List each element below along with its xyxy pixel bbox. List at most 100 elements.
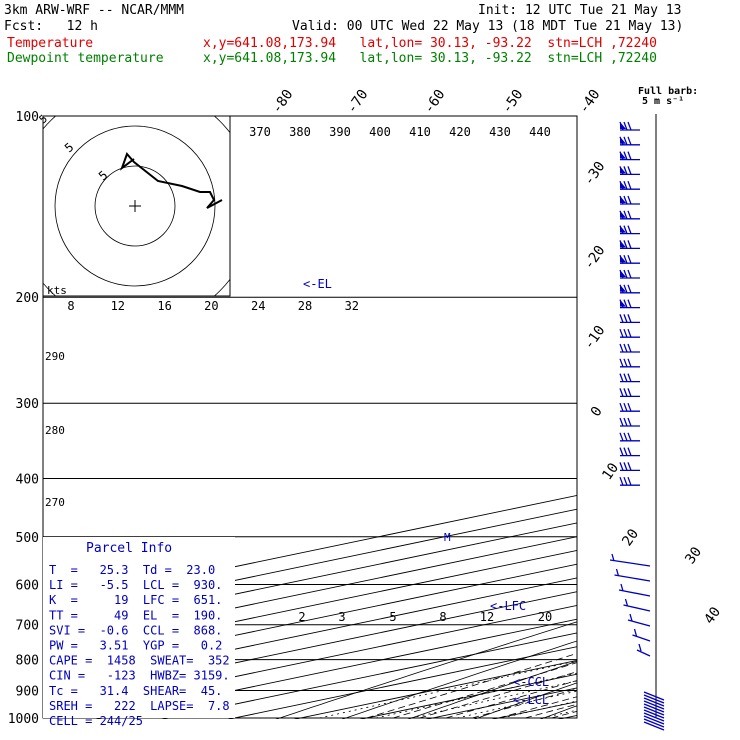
- barb-flag: [623, 373, 628, 382]
- moist-adiabat: [366, 652, 577, 719]
- wind-barb: [619, 151, 640, 161]
- barb-flag: [627, 328, 632, 338]
- wind-barb: [643, 697, 665, 707]
- isotherm: [557, 714, 577, 719]
- barb-flag: [627, 210, 632, 220]
- barb-flag: [623, 314, 628, 323]
- barb-flag: [638, 643, 642, 652]
- temperature-tick-label: 40: [701, 604, 724, 627]
- wind-barb: [619, 254, 640, 264]
- wind-barb: [643, 703, 665, 713]
- barb-flag: [627, 284, 632, 294]
- theta-label: 400: [369, 125, 391, 139]
- barb-flag: [623, 121, 628, 131]
- wind-barb: [619, 195, 640, 205]
- barb-flag: [624, 598, 629, 607]
- forecast-hour: Fcst: 12 h: [4, 19, 98, 34]
- temperature-tick-label: -20: [581, 243, 609, 273]
- isotherm: [635, 103, 740, 731]
- temperature-tick-label: 20: [619, 526, 642, 549]
- barb-flag: [627, 195, 632, 205]
- parcel-info-row: CELL = 244/25: [49, 714, 143, 728]
- wind-barb: [623, 598, 651, 612]
- mixing-ratio-label: 5: [389, 610, 396, 624]
- barb-key-title: Full barb:: [638, 86, 698, 97]
- barb-flag: [627, 358, 632, 368]
- mixing-ratio-line: [596, 584, 740, 718]
- barb-flag: [627, 225, 632, 234]
- wind-barb: [619, 462, 640, 472]
- wind-barb: [619, 225, 640, 235]
- dry-adiabat: [576, 116, 740, 731]
- theta-label: 370: [249, 125, 271, 139]
- wind-barb: [614, 568, 651, 582]
- barb-flag: [627, 388, 632, 397]
- wind-barb: [643, 712, 665, 722]
- parcel-info-row: CAPE = 1458 SWEAT= 352: [49, 654, 230, 668]
- parcel-info-row: SVI = -0.6 CCL = 868.: [49, 623, 222, 637]
- wind-barb: [619, 447, 640, 457]
- parcel-info-row: PW = 3.51 YGP = 0.2: [49, 639, 222, 653]
- theta-label: 380: [289, 125, 311, 139]
- dry-adiabat: [539, 705, 577, 719]
- wind-barb: [619, 180, 640, 190]
- barb-key-units: 5 m s⁻¹: [642, 96, 684, 107]
- dewpoint-legend: Dewpoint temperature: [7, 51, 164, 66]
- barb-flag: [619, 462, 624, 471]
- parcel-info-row: LI = -5.5 LCL = 930.: [49, 578, 222, 592]
- mixing-ratio-line: [375, 672, 577, 719]
- barb-shaft: [623, 604, 651, 612]
- wind-barb: [619, 417, 640, 427]
- temperature-tick-label: -80: [269, 87, 297, 117]
- pressure-tick-label: 200: [16, 291, 39, 306]
- barb-flag: [619, 136, 624, 146]
- temperature-tick-label: 0: [588, 404, 606, 420]
- barb-flag: [619, 121, 624, 131]
- isotherm: [227, 646, 577, 719]
- model-title: 3km ARW-WRF -- NCAR/MMM: [4, 3, 185, 18]
- parcel-info-title: Parcel Info: [86, 541, 172, 556]
- mixing-ratio-label: 8: [439, 610, 446, 624]
- pressure-tick-label: 800: [16, 654, 39, 669]
- moist-adiabat: [657, 297, 740, 718]
- barb-flag: [619, 269, 624, 279]
- wind-barb: [619, 432, 640, 442]
- wind-barb: [632, 628, 651, 642]
- wind-barb: [643, 706, 665, 716]
- parcel-info-row: SREH = 222 LAPSE= 7.8: [49, 699, 230, 713]
- barb-flag: [623, 166, 628, 175]
- wind-barb: [619, 210, 640, 220]
- temperature-tick-label: 10: [599, 460, 622, 483]
- temperature-tick-label: -70: [344, 87, 372, 117]
- valid-time: Valid: 00 UTC Wed 22 May 13 (18 MDT Tue …: [292, 19, 684, 34]
- hodograph-speed-label: 8: [67, 299, 74, 313]
- wind-barb: [636, 643, 651, 657]
- freezing-level-marker: M: [444, 531, 451, 544]
- barb-flag: [619, 402, 624, 412]
- pressure-tick-label: 1000: [8, 712, 39, 727]
- barb-flag: [619, 151, 624, 160]
- barb-flag: [623, 269, 628, 279]
- isotherm: [43, 604, 577, 718]
- dry-adiabat: [643, 116, 740, 731]
- barb-flag: [619, 240, 624, 249]
- barb-flag: [619, 328, 624, 338]
- wind-barb: [643, 694, 665, 704]
- wind-barb: [619, 402, 640, 412]
- wind-barb: [619, 299, 640, 309]
- moist-adiabat: [472, 688, 577, 719]
- moist-adiabat: [445, 680, 577, 719]
- wind-barb: [609, 553, 651, 567]
- barb-flag: [627, 432, 632, 442]
- barb-flag: [623, 136, 628, 146]
- barb-flag: [619, 284, 624, 294]
- el-marker: <-EL: [303, 277, 332, 291]
- parcel-info-row: K = 19 LFC = 651.: [49, 593, 222, 607]
- moist-adiabat: [392, 662, 577, 719]
- barb-flag: [629, 613, 633, 622]
- barb-flag: [623, 195, 628, 205]
- dewpoint-location-info: x,y=641.08,173.94 lat,lon= 30.13, -93.22…: [203, 51, 657, 66]
- barb-flag: [623, 225, 628, 234]
- barb-flag: [623, 358, 628, 368]
- barb-flag: [619, 299, 624, 308]
